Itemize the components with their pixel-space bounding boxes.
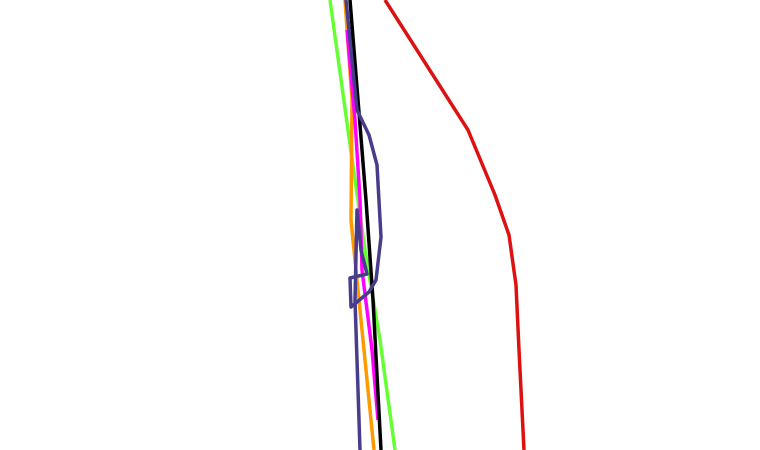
line-series xyxy=(344,0,383,450)
line-series xyxy=(328,0,397,450)
line-series xyxy=(383,0,526,450)
line-series xyxy=(348,0,383,450)
